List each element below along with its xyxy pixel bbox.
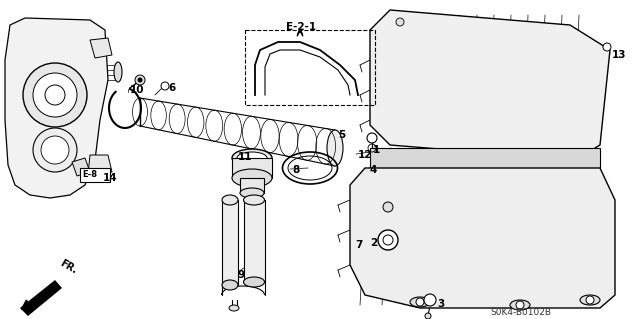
Ellipse shape: [222, 195, 238, 205]
Text: E-2-1: E-2-1: [286, 22, 316, 32]
Text: 8: 8: [292, 165, 300, 175]
Text: 7: 7: [355, 240, 362, 250]
Circle shape: [161, 82, 169, 90]
Ellipse shape: [222, 280, 238, 290]
Polygon shape: [88, 155, 112, 175]
Circle shape: [516, 301, 524, 309]
FancyArrowPatch shape: [22, 287, 52, 309]
Circle shape: [135, 75, 145, 85]
Ellipse shape: [232, 169, 272, 187]
Text: 6: 6: [168, 83, 175, 93]
Ellipse shape: [237, 152, 267, 164]
Text: E-8: E-8: [82, 170, 97, 179]
Bar: [232, 158, 272, 178]
Text: 13: 13: [612, 50, 627, 60]
Polygon shape: [90, 38, 112, 58]
Ellipse shape: [240, 188, 264, 198]
Ellipse shape: [580, 295, 600, 305]
Polygon shape: [72, 158, 90, 176]
Polygon shape: [244, 200, 265, 282]
Polygon shape: [20, 280, 62, 316]
Circle shape: [424, 294, 436, 306]
Text: 10: 10: [130, 85, 145, 95]
FancyArrowPatch shape: [297, 30, 303, 36]
Circle shape: [425, 313, 431, 319]
Circle shape: [603, 43, 611, 51]
Bar: [80, 168, 110, 182]
Ellipse shape: [410, 297, 430, 307]
Polygon shape: [350, 168, 615, 308]
Text: 12: 12: [358, 150, 372, 160]
Text: 14: 14: [103, 173, 118, 183]
Ellipse shape: [232, 149, 272, 167]
Polygon shape: [5, 18, 108, 198]
Polygon shape: [370, 10, 610, 160]
Text: 9: 9: [237, 270, 244, 280]
Circle shape: [23, 63, 87, 127]
Text: S0K4-B0102B: S0K4-B0102B: [490, 308, 551, 317]
Circle shape: [396, 18, 404, 26]
Circle shape: [138, 78, 142, 82]
Circle shape: [378, 230, 398, 250]
Ellipse shape: [510, 300, 530, 310]
Circle shape: [41, 136, 69, 164]
Text: 2: 2: [370, 238, 377, 248]
Circle shape: [33, 73, 77, 117]
Text: FR.: FR.: [58, 258, 79, 276]
Polygon shape: [222, 200, 238, 285]
Circle shape: [33, 128, 77, 172]
Ellipse shape: [243, 277, 264, 287]
Ellipse shape: [243, 195, 264, 205]
Ellipse shape: [114, 62, 122, 82]
Text: 11: 11: [238, 152, 253, 162]
Bar: [240, 178, 264, 193]
Text: 1: 1: [373, 145, 380, 155]
Circle shape: [416, 298, 424, 306]
Circle shape: [586, 296, 594, 304]
Circle shape: [367, 133, 377, 143]
Bar: [245, 30, 375, 105]
Ellipse shape: [327, 130, 343, 166]
Polygon shape: [370, 148, 600, 168]
Circle shape: [383, 202, 393, 212]
Text: 4: 4: [370, 165, 378, 175]
Text: 5: 5: [338, 130, 345, 140]
Text: 3: 3: [437, 299, 444, 309]
Ellipse shape: [229, 305, 239, 311]
